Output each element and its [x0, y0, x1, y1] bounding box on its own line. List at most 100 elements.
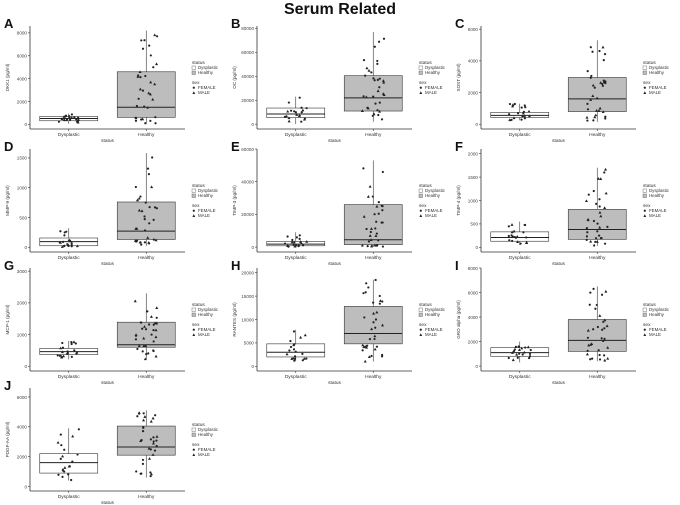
x-tick-label: Dysplastic: [285, 374, 307, 380]
x-axis-label: status: [101, 138, 114, 144]
box-iqr: [39, 453, 99, 474]
data-point: [528, 355, 532, 358]
data-point-triangle: [60, 350, 64, 354]
data-point-triangle: [369, 227, 373, 230]
data-point-triangle: [365, 345, 369, 349]
x-tick-label: Healthy: [138, 255, 155, 261]
box-iqr: [343, 204, 403, 245]
data-point: [147, 242, 151, 245]
data-point-triangle: [138, 70, 142, 74]
data-point: [377, 212, 380, 215]
data-point: [381, 209, 384, 212]
data-point: [529, 348, 532, 352]
data-point: [589, 358, 592, 361]
legend-swatch-dysplastic: [642, 188, 647, 193]
chart-panel-a: A 0 2000 4000 6000 8000 DKK1 (pg/ml) Dysplastic…: [4, 16, 219, 144]
data-point-triangle: [520, 346, 524, 350]
box-dysplastic: [266, 96, 326, 124]
legend-status-title: status: [192, 302, 205, 308]
legend-marker-female: [419, 209, 422, 212]
data-point: [603, 327, 606, 330]
data-point-triangle: [291, 356, 295, 360]
data-point: [601, 84, 604, 87]
legend-status-title: status: [643, 60, 656, 66]
legend-swatch-dysplastic: [642, 65, 647, 70]
data-point: [373, 337, 376, 341]
data-point: [76, 116, 80, 119]
x-tick-label: Healthy: [589, 132, 606, 138]
data-point: [298, 96, 301, 99]
data-point-triangle: [584, 199, 588, 203]
data-point: [70, 113, 74, 116]
data-point: [380, 118, 384, 121]
data-point-triangle: [594, 113, 598, 117]
data-point: [148, 206, 151, 209]
data-point: [148, 44, 151, 47]
data-point: [60, 444, 63, 447]
data-point: [146, 167, 150, 170]
data-point: [377, 201, 380, 204]
y-tick-label: 3000: [17, 269, 28, 274]
data-point: [523, 117, 526, 120]
data-point: [370, 244, 373, 248]
legend-sex-title: sex: [419, 323, 427, 328]
data-point: [367, 286, 370, 289]
x-tick-label: Dysplastic: [58, 255, 80, 261]
data-point: [375, 232, 378, 235]
data-point: [63, 118, 66, 122]
data-point: [63, 448, 66, 451]
data-point: [293, 110, 296, 113]
data-point-triangle: [61, 468, 65, 472]
data-point: [598, 358, 602, 361]
data-point: [155, 35, 159, 38]
data-point-triangle: [526, 345, 530, 349]
data-point: [75, 118, 78, 121]
data-point: [524, 346, 527, 349]
data-point: [289, 345, 293, 349]
data-point: [525, 236, 528, 239]
data-point: [67, 114, 71, 118]
panel-letter: G: [4, 258, 14, 273]
panel-letter: H: [231, 258, 240, 273]
x-axis-label: status: [328, 380, 341, 386]
box-iqr: [116, 321, 176, 348]
y-axis-label: RANTES (pg/ml): [232, 302, 237, 337]
chart-panel-f: F 0 500 1000 1500 2000 TIMP-4 (pg/ml) Dysplasti…: [455, 139, 670, 267]
data-point-triangle: [589, 98, 593, 101]
data-point-triangle: [60, 245, 64, 248]
data-point: [149, 438, 152, 441]
data-point: [604, 115, 607, 118]
data-point: [370, 71, 373, 74]
data-point: [519, 242, 522, 245]
x-axis-label: status: [328, 138, 341, 144]
data-point: [61, 346, 65, 349]
y-tick-label: 2000: [17, 301, 28, 306]
data-point: [361, 349, 364, 352]
y-axis-label: PDGF-AA (pg/ml): [5, 421, 10, 457]
data-point: [592, 328, 595, 331]
x-tick-label: Dysplastic: [58, 132, 80, 138]
data-point: [598, 49, 601, 53]
legend-item-female: FEMALE: [649, 327, 667, 332]
legend-marker-male: [643, 214, 647, 217]
data-point: [522, 112, 525, 115]
data-point: [155, 444, 158, 448]
data-point-triangle: [154, 335, 158, 339]
legend-item-female: FEMALE: [649, 208, 667, 213]
data-point-triangle: [303, 333, 307, 337]
y-tick-label: 500: [470, 222, 478, 227]
data-point: [153, 449, 157, 452]
data-point-triangle: [381, 92, 385, 95]
data-point: [373, 213, 376, 216]
data-point-triangle: [143, 325, 147, 328]
box-iqr: [490, 231, 550, 242]
data-point: [73, 349, 76, 352]
data-point: [528, 352, 532, 356]
data-point: [513, 235, 516, 239]
data-point: [152, 218, 155, 221]
legend-item-male: MALE: [198, 90, 210, 95]
data-point: [378, 101, 381, 104]
data-point: [143, 241, 147, 244]
